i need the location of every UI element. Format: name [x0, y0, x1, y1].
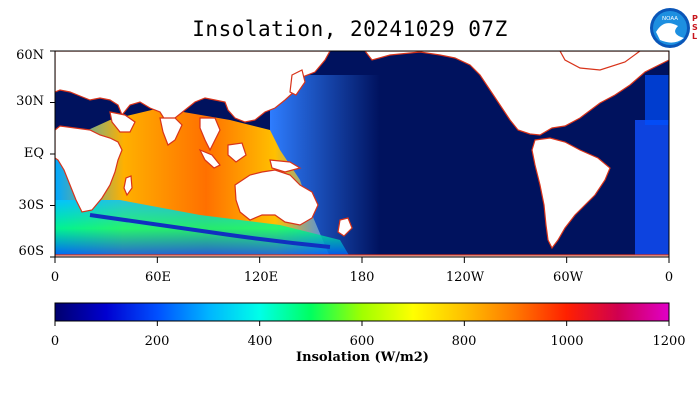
lat-label-60n: 60N: [16, 48, 44, 63]
lat-label-30n: 30N: [16, 94, 44, 109]
land-masses: [55, 51, 669, 257]
psl-text: P S L: [692, 14, 698, 41]
svg-text:NOAA: NOAA: [662, 16, 678, 22]
cb-label-200: 200: [144, 334, 170, 349]
cb-label-800: 800: [451, 334, 477, 349]
north-america: [364, 51, 669, 136]
lon-label-60e: 60E: [144, 270, 172, 285]
lat-label-30s: 30S: [18, 198, 44, 213]
south-america: [531, 137, 611, 250]
map-ticks: [50, 50, 670, 263]
lon-label-120e: 120E: [243, 270, 279, 285]
lat-label-eq: EQ: [23, 146, 44, 161]
lon-label-180: 180: [349, 270, 375, 285]
lat-label-60s: 60S: [18, 244, 44, 259]
madagascar: [123, 175, 133, 197]
eurasia: [55, 51, 331, 123]
australia: [234, 169, 319, 226]
atlantic-daylight-fringe-north: [645, 75, 669, 125]
map-title: Insolation, 20241029 07Z: [192, 17, 508, 41]
borneo: [227, 142, 247, 163]
new-zealand: [337, 217, 353, 237]
lon-label-120w: 120W: [445, 270, 485, 285]
atlantic-daylight-fringe: [635, 120, 669, 257]
greenland: [559, 51, 642, 71]
lon-label-0-east: 0: [664, 270, 674, 285]
colorbar-title: Insolation (W/m2): [296, 350, 429, 365]
noaa-emblem-icon: NOAA: [650, 8, 690, 48]
new-guinea: [269, 159, 302, 173]
cb-label-1000: 1000: [550, 334, 584, 349]
noaa-logo: NOAA P S L: [648, 4, 698, 58]
indochina: [199, 117, 221, 152]
cb-label-1200: 1200: [652, 334, 686, 349]
map-area: [55, 51, 669, 257]
cb-label-0: 0: [50, 334, 60, 349]
sumatra: [198, 148, 221, 169]
colorbar: [54, 302, 670, 326]
southern-blue-streak: [89, 213, 331, 249]
cb-label-600: 600: [349, 334, 375, 349]
colorbar-gradient: [54, 302, 670, 322]
lon-label-60w: 60W: [553, 270, 583, 285]
india: [159, 117, 183, 146]
cb-label-400: 400: [247, 334, 273, 349]
lon-label-0: 0: [50, 270, 60, 285]
japan: [289, 69, 306, 96]
arabia: [109, 111, 136, 133]
africa: [55, 125, 123, 213]
